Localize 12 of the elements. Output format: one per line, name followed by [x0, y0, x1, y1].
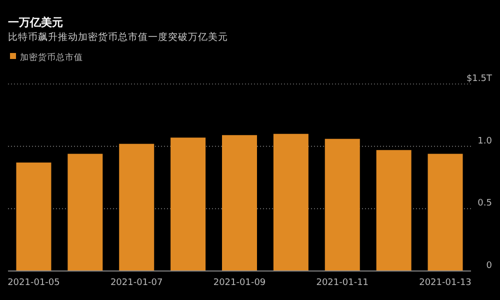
chart-subtitle: 比特币飙升推动加密货币总市值一度突破万亿美元 [8, 31, 228, 43]
legend-label: 加密货币总市值 [20, 52, 83, 63]
x-tick-label: 2021-01-05 [8, 278, 60, 288]
chart-title: 一万亿美元 [8, 16, 63, 29]
y-tick-label: 0.5 [478, 198, 492, 209]
x-tick-label: 2021-01-09 [213, 278, 266, 288]
x-tick-label: 2021-01-13 [419, 278, 472, 288]
y-tick-label: 0 [486, 261, 492, 271]
y-tick-label: 1.0 [478, 136, 492, 146]
x-tick-label: 2021-01-07 [110, 278, 163, 288]
x-tick-label: 2021-01-11 [316, 278, 369, 288]
y-tick-label: $1.5T [466, 74, 492, 84]
